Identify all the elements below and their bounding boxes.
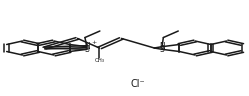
- Text: Cl⁻: Cl⁻: [131, 79, 145, 89]
- Text: S: S: [160, 45, 164, 54]
- Text: N: N: [159, 42, 165, 51]
- Text: N: N: [84, 42, 90, 51]
- Text: S: S: [85, 45, 89, 54]
- Text: CH₃: CH₃: [94, 58, 105, 63]
- Text: +: +: [91, 40, 97, 45]
